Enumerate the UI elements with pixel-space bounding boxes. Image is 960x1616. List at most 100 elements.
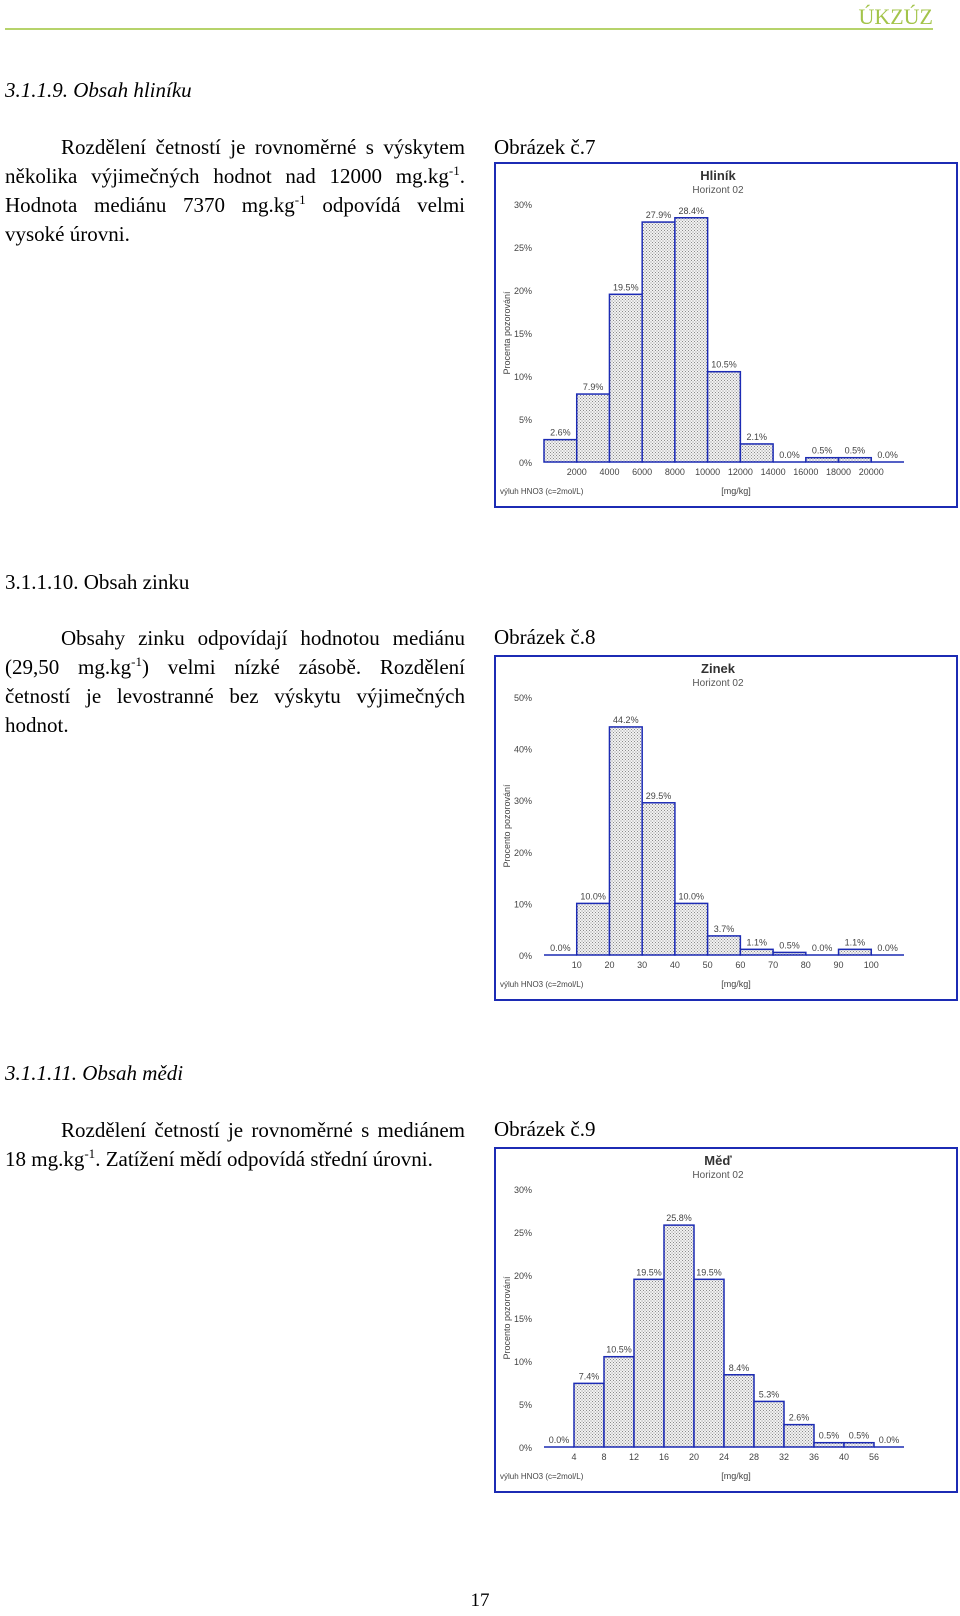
paragraph-text: Rozdělení četností je rovnoměrné s mediá…	[5, 1118, 465, 1171]
histogram-bar	[641, 802, 676, 956]
figure-label-8: Obrázek č.8	[494, 625, 596, 649]
x-axis-label: [mg/kg]	[721, 979, 751, 989]
chart-aluminium: Hliník Horizont 02 0% 5% 10% 15% 20% 25% 30% Proc…	[494, 162, 958, 508]
bar-value-label: 0.5%	[779, 940, 800, 950]
y-tick-label: 40%	[514, 745, 532, 755]
superscript: -1	[131, 654, 142, 669]
paragraph-text: . Hodnota mediánu 7370 mg.kg	[5, 164, 465, 217]
x-tick-label: 14000	[761, 467, 786, 477]
histogram-bar	[837, 456, 873, 463]
bar-value-label: 8.4%	[729, 1363, 750, 1373]
chart-subtitle: Horizont 02	[692, 1170, 744, 1181]
bar-value-label: 0.0%	[879, 1435, 900, 1445]
chart-footnote: výluh HNO3 (c=2mol/L)	[500, 1472, 584, 1481]
chart-copper: Měď Horizont 02 0% 5% 10% 15% 20% 25% 30% Procent…	[494, 1147, 958, 1493]
y-tick-label: 25%	[514, 243, 532, 253]
bar-value-label: 44.2%	[613, 715, 639, 725]
section-title-copper: 3.1.1.11. Obsah mědi	[5, 1061, 184, 1085]
chart-title: Měď	[704, 1153, 732, 1168]
bar-value-label: 25.8%	[666, 1213, 692, 1223]
x-tick-label: 80	[801, 960, 811, 970]
bar-value-label: 10.5%	[606, 1345, 632, 1355]
x-tick-label: 60	[735, 960, 745, 970]
histogram-bar	[706, 370, 742, 463]
x-tick-label: 12	[629, 1452, 639, 1462]
histogram-bar	[633, 1278, 665, 1448]
bar-value-label: 0.0%	[549, 1435, 570, 1445]
chart-subtitle: Horizont 02	[692, 185, 744, 196]
bar-value-label: 0.5%	[819, 1431, 840, 1441]
bar-value-label: 10.0%	[679, 891, 705, 901]
y-axis-label: Procento pozorování	[502, 784, 512, 868]
chart-title: Hliník	[700, 168, 736, 183]
bar-value-label: 0.0%	[779, 450, 800, 460]
header-brand: ÚKZÚZ	[858, 4, 933, 29]
histogram-bar	[603, 1355, 635, 1448]
histogram-bar	[805, 456, 840, 463]
bar-value-label: 3.7%	[714, 924, 735, 934]
bar-value-label: 7.4%	[579, 1371, 600, 1381]
x-tick-label: 50	[703, 960, 713, 970]
bar-value-label: 0.5%	[849, 1431, 870, 1441]
y-axis-label: Procenta pozorování	[502, 291, 512, 375]
chart-zinc: Zinek Horizont 02 0% 10% 20% 30% 40% 50% Procent…	[494, 655, 958, 1001]
histogram-bar	[674, 902, 709, 956]
x-tick-label: 16	[659, 1452, 669, 1462]
chart-footnote: výluh HNO3 (c=2mol/L)	[500, 487, 584, 496]
histogram-bar	[608, 726, 643, 956]
y-tick-label: 20%	[514, 1271, 532, 1281]
histogram-bar	[723, 1374, 755, 1448]
y-tick-label: 15%	[514, 1314, 532, 1324]
paragraph-zinc: Obsahy zinku odpovídají hodnotou mediánu…	[5, 624, 465, 740]
bar-value-label: 10.0%	[580, 891, 606, 901]
x-tick-label: 4	[571, 1452, 576, 1462]
histogram-bar	[783, 1423, 815, 1448]
bar-value-label: 5.3%	[759, 1389, 780, 1399]
x-tick-label: 8000	[665, 467, 685, 477]
bar-value-label: 1.1%	[845, 937, 866, 947]
x-tick-label: 6000	[632, 467, 652, 477]
paragraph-aluminium: Rozdělení četností je rovnoměrné s výsky…	[5, 133, 465, 249]
x-tick-label: 30	[637, 960, 647, 970]
histogram-bar	[575, 393, 611, 463]
histogram-svg: Měď Horizont 02 0% 5% 10% 15% 20% 25% 30% Procent…	[500, 1153, 904, 1481]
histogram-bar	[772, 951, 807, 956]
x-tick-label: 28	[749, 1452, 759, 1462]
bar-value-label: 0.0%	[877, 450, 898, 460]
bar-value-label: 2.1%	[746, 432, 767, 442]
histogram-bar	[739, 948, 774, 956]
y-tick-label: 20%	[514, 286, 532, 296]
histogram-svg: Hliník Horizont 02 0% 5% 10% 15% 20% 25% 30% Proc…	[500, 168, 904, 496]
y-tick-label: 10%	[514, 372, 532, 382]
section-title-aluminium: 3.1.1.9. Obsah hliníku	[5, 78, 192, 102]
x-tick-label: 40	[670, 960, 680, 970]
bar-value-label: 10.5%	[711, 360, 737, 370]
x-tick-label: 4000	[599, 467, 619, 477]
paragraph-text: ) velmi nízké zásobě. Rozdělení četností…	[5, 655, 466, 737]
histogram-bar	[573, 1382, 605, 1448]
y-tick-label: 0%	[519, 458, 532, 468]
bar-value-label: 0.5%	[812, 446, 833, 456]
x-tick-label: 40	[839, 1452, 849, 1462]
y-tick-label: 5%	[519, 1400, 532, 1410]
x-tick-label: 70	[768, 960, 778, 970]
y-tick-label: 50%	[514, 693, 532, 703]
histogram-bar	[641, 221, 676, 463]
superscript: -1	[84, 1146, 96, 1161]
paragraph-text: Rozdělení četností je rovnoměrné s výsky…	[5, 135, 465, 188]
x-tick-label: 90	[834, 960, 844, 970]
x-tick-label: 18000	[826, 467, 851, 477]
bar-value-label: 0.5%	[845, 446, 866, 456]
y-tick-label: 30%	[514, 200, 532, 210]
chart-title: Zinek	[701, 661, 736, 676]
bar-value-label: 28.4%	[679, 206, 705, 216]
bar-value-label: 27.9%	[646, 210, 672, 220]
histogram-bar	[739, 443, 774, 463]
histogram-bar	[837, 948, 873, 956]
histogram-bar	[813, 1441, 845, 1448]
y-tick-label: 10%	[514, 899, 532, 909]
y-tick-label: 0%	[519, 1443, 532, 1453]
x-tick-label: 20000	[859, 467, 884, 477]
y-tick-label: 30%	[514, 1185, 532, 1195]
histogram-bar	[543, 438, 578, 463]
